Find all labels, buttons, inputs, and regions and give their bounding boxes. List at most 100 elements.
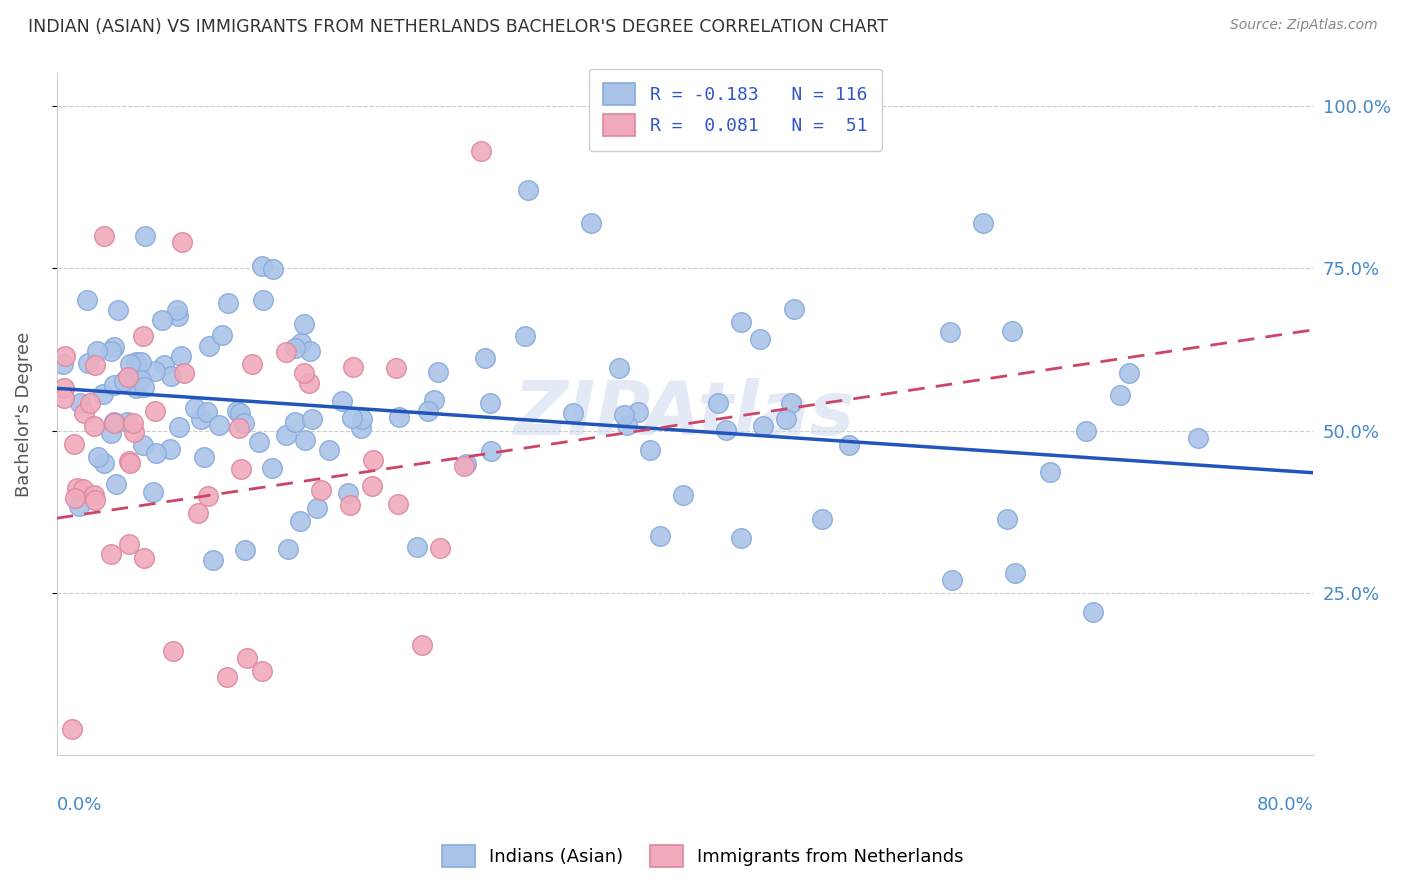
- Point: [127, 366, 149, 380]
- Point: [195, 404, 218, 418]
- Point: [284, 341, 307, 355]
- Point: [91, 387, 114, 401]
- Point: [607, 361, 630, 376]
- Point: [117, 415, 139, 429]
- Point: [638, 442, 661, 457]
- Point: [120, 456, 142, 470]
- Point: [513, 329, 536, 343]
- Point: [162, 644, 184, 658]
- Point: [811, 512, 834, 526]
- Point: [134, 228, 156, 243]
- Point: [352, 411, 374, 425]
- Point: [305, 501, 328, 516]
- Point: [627, 405, 650, 419]
- Point: [730, 315, 752, 329]
- Point: [779, 396, 801, 410]
- Point: [132, 438, 155, 452]
- Point: [145, 404, 167, 418]
- Text: Source: ZipAtlas.com: Source: ZipAtlas.com: [1230, 18, 1378, 32]
- Point: [298, 376, 321, 390]
- Point: [283, 415, 305, 429]
- Point: [318, 442, 340, 457]
- Point: [706, 396, 728, 410]
- Point: [309, 483, 332, 497]
- Point: [292, 366, 315, 380]
- Point: [150, 313, 173, 327]
- Point: [516, 183, 538, 197]
- Point: [426, 365, 449, 379]
- Point: [62, 437, 84, 451]
- Point: [201, 553, 224, 567]
- Point: [69, 396, 91, 410]
- Point: [117, 369, 139, 384]
- Point: [208, 417, 231, 432]
- Point: [342, 359, 364, 374]
- Point: [247, 434, 270, 449]
- Point: [423, 392, 446, 407]
- Point: [650, 528, 672, 542]
- Point: [387, 497, 409, 511]
- Point: [173, 367, 195, 381]
- Point: [418, 404, 440, 418]
- Text: 0.0%: 0.0%: [56, 797, 103, 814]
- Point: [972, 216, 994, 230]
- Point: [187, 506, 209, 520]
- Point: [229, 462, 252, 476]
- Point: [579, 216, 602, 230]
- Point: [103, 417, 125, 431]
- Point: [236, 651, 259, 665]
- Point: [277, 542, 299, 557]
- Point: [233, 416, 256, 430]
- Point: [167, 420, 190, 434]
- Point: [83, 488, 105, 502]
- Point: [336, 486, 359, 500]
- Point: [752, 418, 775, 433]
- Point: [941, 573, 963, 587]
- Point: [86, 343, 108, 358]
- Point: [67, 499, 90, 513]
- Legend: R = -0.183   N = 116, R =  0.081   N =  51: R = -0.183 N = 116, R = 0.081 N = 51: [589, 69, 882, 151]
- Point: [350, 421, 373, 435]
- Point: [290, 336, 312, 351]
- Point: [198, 339, 221, 353]
- Point: [995, 512, 1018, 526]
- Point: [342, 410, 364, 425]
- Text: ZIPAtlas: ZIPAtlas: [515, 378, 855, 450]
- Point: [474, 351, 496, 365]
- Point: [125, 381, 148, 395]
- Point: [330, 394, 353, 409]
- Point: [301, 412, 323, 426]
- Point: [240, 357, 263, 371]
- Point: [217, 295, 239, 310]
- Point: [226, 404, 249, 418]
- Point: [294, 434, 316, 448]
- Point: [363, 453, 385, 467]
- Point: [775, 411, 797, 425]
- Point: [93, 228, 115, 243]
- Point: [616, 418, 638, 433]
- Point: [84, 359, 107, 373]
- Point: [125, 355, 148, 369]
- Point: [288, 514, 311, 528]
- Point: [166, 302, 188, 317]
- Point: [100, 547, 122, 561]
- Point: [197, 489, 219, 503]
- Point: [100, 343, 122, 358]
- Point: [1076, 424, 1098, 438]
- Point: [132, 379, 155, 393]
- Point: [262, 262, 284, 277]
- Point: [1001, 324, 1024, 338]
- Point: [83, 419, 105, 434]
- Point: [252, 664, 274, 678]
- Point: [145, 445, 167, 459]
- Point: [298, 344, 321, 359]
- Point: [730, 531, 752, 545]
- Y-axis label: Bachelor's Degree: Bachelor's Degree: [15, 332, 32, 497]
- Point: [1083, 606, 1105, 620]
- Point: [274, 428, 297, 442]
- Point: [120, 357, 142, 371]
- Point: [112, 374, 135, 388]
- Point: [65, 491, 87, 506]
- Point: [73, 406, 96, 420]
- Point: [184, 401, 207, 415]
